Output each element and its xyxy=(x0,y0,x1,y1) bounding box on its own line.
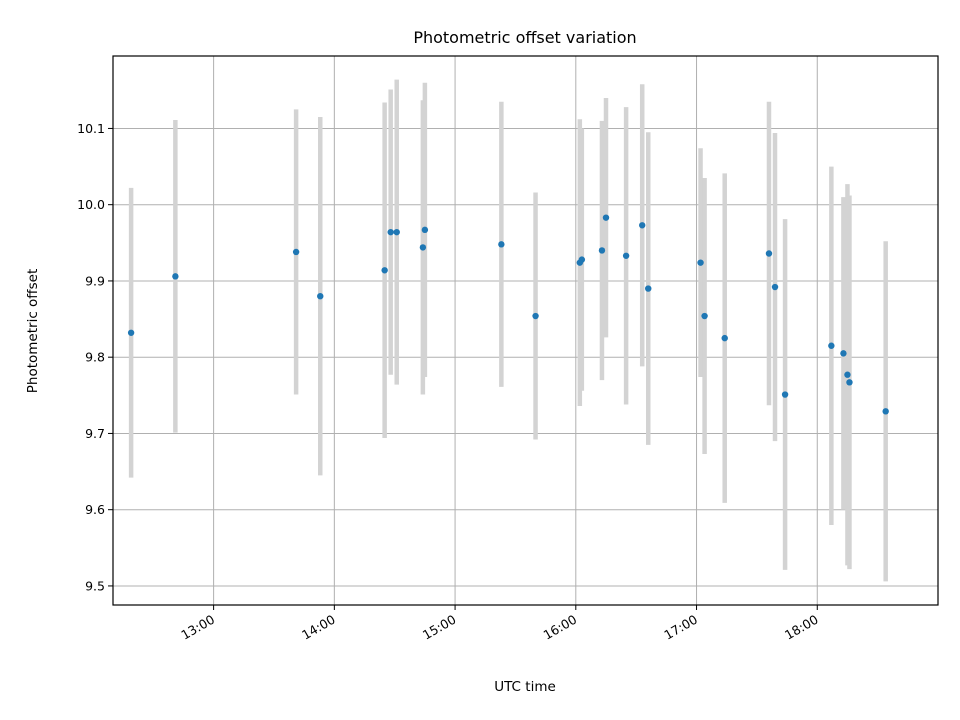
x-tick-label: 17:00 xyxy=(661,612,700,643)
x-tick-label: 16:00 xyxy=(541,612,580,643)
data-point xyxy=(498,241,505,248)
data-point xyxy=(781,391,789,398)
grid xyxy=(113,56,938,605)
data-point xyxy=(421,226,429,234)
data-point xyxy=(622,252,630,259)
data-point xyxy=(578,256,586,263)
data-point xyxy=(840,350,847,357)
x-axis-label: UTC time xyxy=(494,679,556,695)
data-point xyxy=(721,334,728,342)
data-point xyxy=(882,408,889,415)
y-tick-label: 10.1 xyxy=(77,121,105,136)
axis-ticks: 13:00 14:00 15:00 16:00 17:00 18:00 9.5 9.6 9.7 9… xyxy=(77,121,821,643)
x-tick-label: 14:00 xyxy=(299,612,338,643)
data-point xyxy=(844,371,851,378)
y-tick-label: 9.5 xyxy=(85,578,105,593)
data-point xyxy=(381,267,388,274)
data-point xyxy=(419,244,427,251)
data-point xyxy=(317,292,324,300)
y-tick-label: 10.0 xyxy=(77,197,105,212)
data-point xyxy=(765,250,773,257)
data-point xyxy=(127,329,135,336)
data-point xyxy=(697,259,704,266)
data-point xyxy=(387,228,394,236)
chart-title: Photometric offset variation xyxy=(413,28,636,47)
y-tick-label: 9.8 xyxy=(85,350,105,365)
data-point xyxy=(532,312,539,320)
data-point xyxy=(701,312,708,320)
data-point xyxy=(292,248,300,256)
y-tick-label: 9.9 xyxy=(85,273,105,288)
data-point xyxy=(639,222,646,229)
data-point xyxy=(393,228,400,236)
data-point xyxy=(645,285,652,292)
y-axis-label: Photometric offset xyxy=(25,269,41,393)
x-tick-label: 18:00 xyxy=(782,612,821,643)
y-tick-label: 9.6 xyxy=(85,502,105,517)
y-tick-label: 9.7 xyxy=(85,426,105,441)
data-point xyxy=(172,273,179,280)
x-tick-label: 15:00 xyxy=(420,612,459,643)
plot-frame xyxy=(112,55,939,606)
data-point xyxy=(598,247,606,254)
data-point xyxy=(846,379,853,386)
data-point xyxy=(771,283,779,291)
data-point xyxy=(828,342,835,349)
x-tick-label: 13:00 xyxy=(178,612,217,643)
data-point xyxy=(602,214,610,221)
error-bars xyxy=(128,79,888,582)
data-points xyxy=(127,214,889,415)
